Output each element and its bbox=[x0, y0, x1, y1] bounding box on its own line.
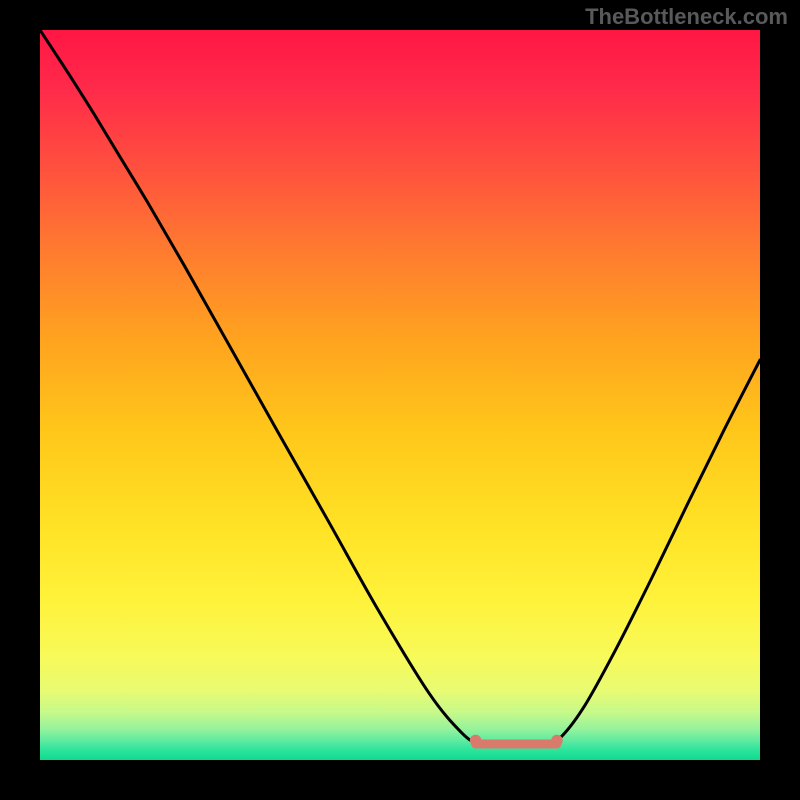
watermark-text: TheBottleneck.com bbox=[585, 4, 788, 30]
chart-canvas: TheBottleneck.com bbox=[0, 0, 800, 800]
plot-area bbox=[40, 30, 760, 760]
gradient-background bbox=[40, 30, 760, 760]
marker-knob-left bbox=[470, 735, 482, 747]
plot-svg bbox=[40, 30, 760, 760]
marker-knob-right bbox=[551, 735, 563, 747]
